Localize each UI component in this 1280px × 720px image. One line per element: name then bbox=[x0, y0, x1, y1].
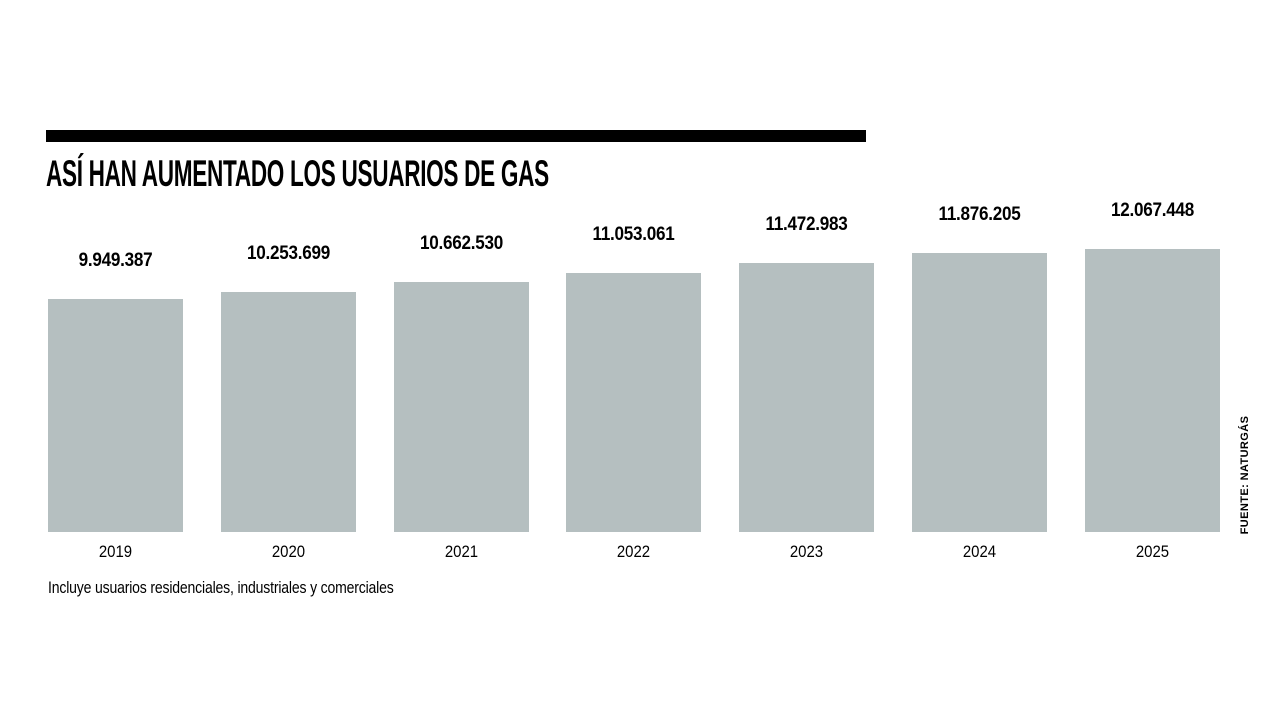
year-label: 2021 bbox=[444, 542, 479, 561]
bar-value-label: 10.662.530 bbox=[420, 233, 503, 254]
bar-2024 bbox=[912, 253, 1047, 532]
bar-2022 bbox=[566, 273, 701, 532]
bar-value-label: 11.876.205 bbox=[938, 204, 1021, 225]
bar-value-label: 10.253.699 bbox=[247, 243, 330, 264]
bar-2020 bbox=[221, 292, 356, 532]
bar-value-label: 9.949.387 bbox=[78, 250, 153, 271]
bar-value-label: 11.472.983 bbox=[765, 214, 848, 235]
bar-2023 bbox=[739, 263, 874, 532]
footnote: Incluye usuarios residenciales, industri… bbox=[48, 579, 394, 597]
bar-value-label: 12.067.448 bbox=[1111, 200, 1194, 221]
year-label: 2020 bbox=[271, 542, 306, 561]
year-label: 2022 bbox=[616, 542, 651, 561]
year-label: 2024 bbox=[962, 542, 997, 561]
bar-2019 bbox=[48, 299, 183, 532]
year-label: 2019 bbox=[98, 542, 133, 561]
year-label: 2023 bbox=[789, 542, 824, 561]
chart-title: ASÍ HAN AUMENTADO LOS USUARIOS DE GAS bbox=[46, 153, 549, 194]
year-label: 2025 bbox=[1135, 542, 1170, 561]
bar-2021 bbox=[394, 282, 529, 532]
top-rule bbox=[46, 130, 866, 142]
bar-2025 bbox=[1085, 249, 1220, 532]
bar-value-label: 11.053.061 bbox=[592, 224, 675, 245]
source-credit: FUENTE: NATURGÁS bbox=[1239, 415, 1251, 535]
